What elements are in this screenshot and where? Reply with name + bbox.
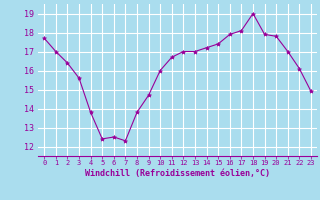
X-axis label: Windchill (Refroidissement éolien,°C): Windchill (Refroidissement éolien,°C) <box>85 169 270 178</box>
